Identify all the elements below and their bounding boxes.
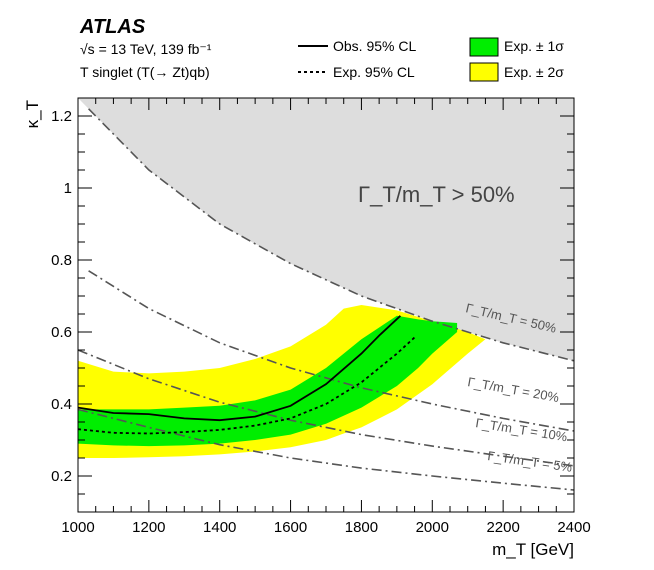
x-tick-label: 2000 (416, 519, 449, 536)
y-tick-label: 0.2 (51, 468, 72, 485)
y-tick-label: 1 (64, 180, 72, 197)
observed-limit-line (78, 315, 402, 422)
energy-label: √s = 13 TeV, 139 fb⁻¹ (80, 41, 212, 57)
width-label-10: Γ_T/m_T = 10% (475, 415, 569, 444)
y-tick-label: 0.6 (51, 324, 72, 341)
x-tick-label: 1000 (61, 519, 94, 536)
x-tick-label: 1600 (274, 519, 307, 536)
x-tick-label: 2200 (486, 519, 519, 536)
width-curve-2 (78, 349, 574, 467)
x-axis-title: m_T [GeV] (492, 540, 574, 559)
model-label: T singlet (T(→ Zt)qb) (80, 64, 210, 80)
width-curve-0 (88, 108, 574, 362)
legend-2sigma-swatch (469, 62, 499, 82)
experiment-label: ATLAS (79, 16, 146, 38)
legend-exp-label: Exp. 95% CL (333, 64, 415, 80)
x-tick-label: 2400 (557, 519, 590, 536)
width-label-5: Γ_T/m_T = 5% (487, 448, 574, 475)
x-tick-label: 1800 (345, 519, 378, 536)
legend-1sigma-label: Exp. ± 1σ (504, 38, 564, 54)
y-axis-title: κ_T (23, 100, 42, 128)
expected-limit-line (78, 336, 416, 435)
y-tick-label: 0.4 (51, 396, 72, 413)
plot-area (78, 98, 574, 491)
legend: Obs. 95% CL Exp. 95% CL Exp. ± 1σ Exp. ±… (298, 37, 564, 82)
legend-obs-label: Obs. 95% CL (333, 38, 416, 54)
width-curve-3 (78, 408, 574, 491)
axes: 1000 1200 1400 1600 1800 2000 2200 2400 0.2 0.4 0.… (51, 97, 591, 536)
width-label-20: Γ_T/m_T = 20% (466, 374, 560, 405)
x-tick-label: 1200 (132, 519, 165, 536)
excluded-region (78, 98, 574, 361)
y-tick-label: 1.2 (51, 108, 72, 125)
y-tick-label: 0.8 (51, 252, 72, 269)
excluded-region-label: Γ_T/m_T > 50% (358, 182, 515, 207)
band-1sigma (78, 315, 458, 447)
width-curve-1 (88, 270, 574, 432)
legend-2sigma-label: Exp. ± 2σ (504, 64, 564, 80)
legend-1sigma-swatch (469, 37, 499, 57)
x-tick-label: 1400 (203, 519, 236, 536)
